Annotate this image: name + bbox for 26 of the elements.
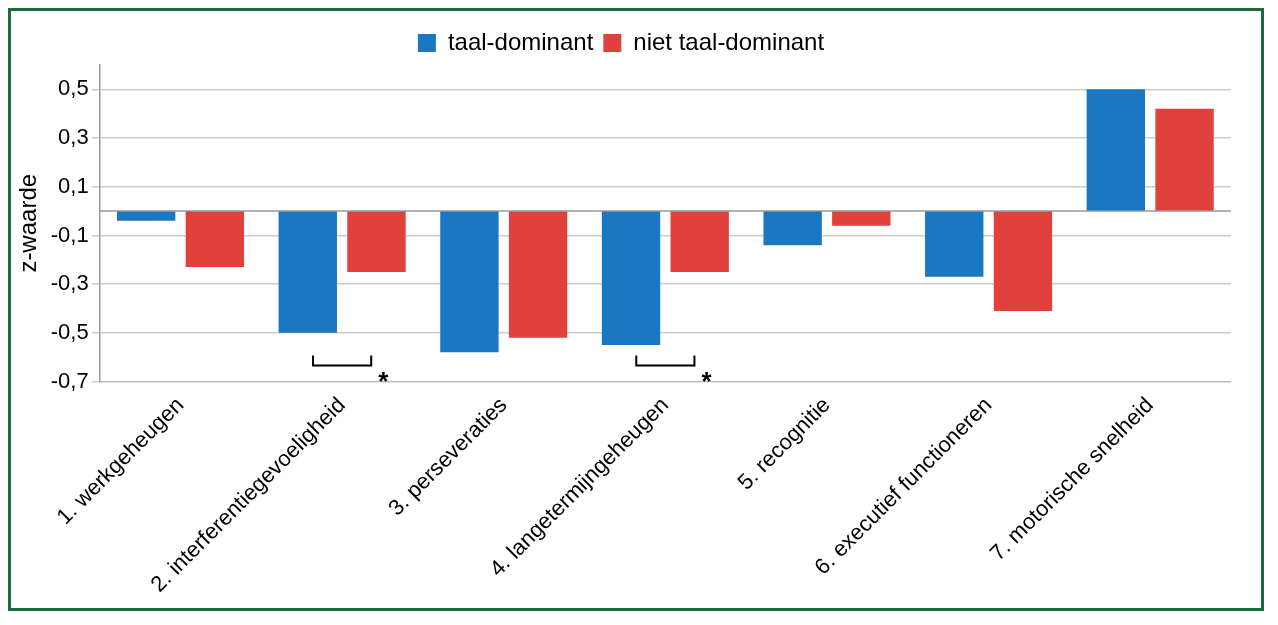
bar xyxy=(832,211,891,226)
y-tick-label: 0,1 xyxy=(58,172,89,198)
annotation: * xyxy=(701,365,713,396)
bar xyxy=(925,211,984,277)
y-tick-label: -0,7 xyxy=(50,367,89,393)
bar xyxy=(1086,89,1146,212)
y-tick-label: 0,5 xyxy=(58,75,89,101)
legend-label: taal-dominant xyxy=(447,27,594,55)
bar xyxy=(278,211,337,333)
bar xyxy=(601,211,661,346)
annotation: * xyxy=(378,365,390,396)
y-axis-title: z-waarde xyxy=(14,173,42,273)
y-tick-label: -0,3 xyxy=(50,270,89,296)
bar xyxy=(440,211,499,353)
bar xyxy=(116,211,176,221)
y-tick-label: -0,1 xyxy=(50,221,89,247)
bar xyxy=(1155,108,1214,212)
y-tick-label: -0,5 xyxy=(50,318,89,344)
bar xyxy=(185,211,245,268)
bar xyxy=(763,211,822,246)
bar xyxy=(347,211,406,272)
legend-label: niet taal-dominant xyxy=(633,27,825,55)
bar xyxy=(508,211,568,338)
y-tick-label: 0,3 xyxy=(58,124,89,150)
bar xyxy=(993,211,1053,311)
bar xyxy=(670,211,729,272)
